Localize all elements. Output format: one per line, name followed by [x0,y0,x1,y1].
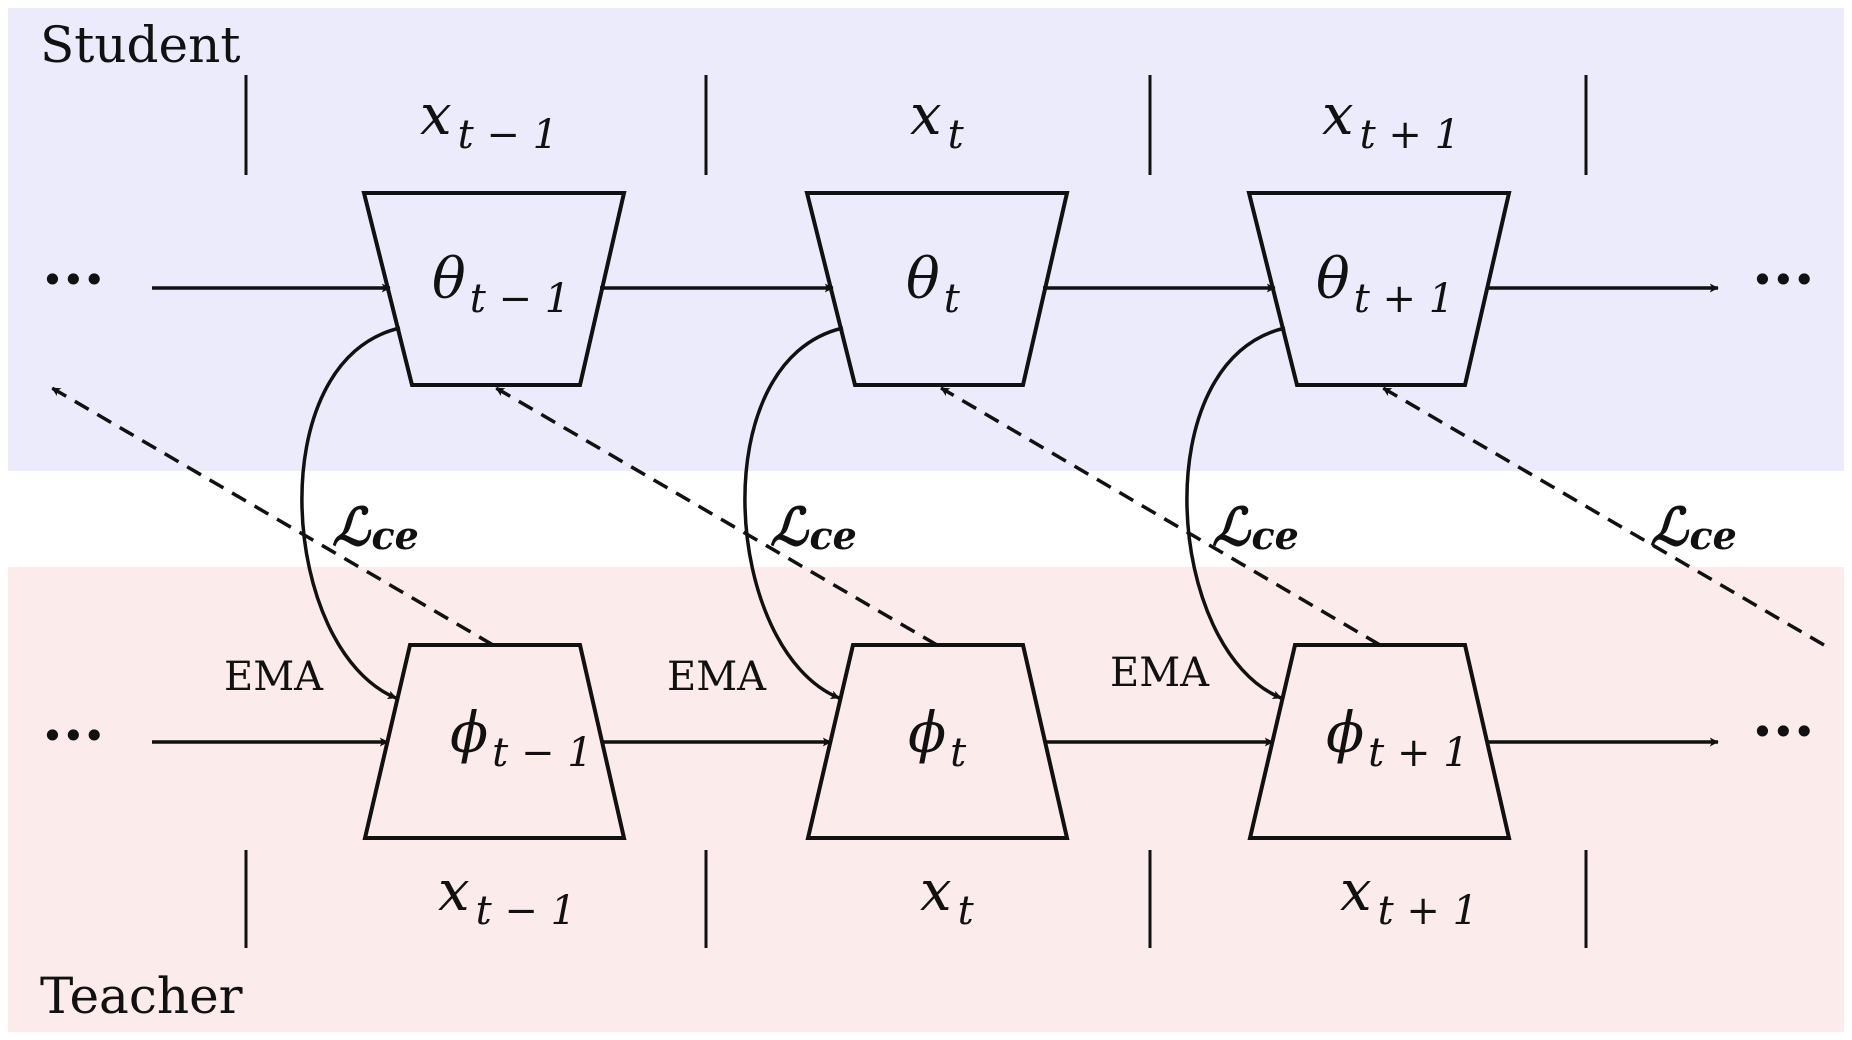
student-model-box [804,191,1070,387]
ema-label: EMA [224,654,324,700]
student-model-box [361,191,627,387]
teacher-ellipsis-right: ··· [1752,697,1815,767]
student-band [8,8,1844,471]
loss-arrow [495,386,938,647]
ema-arrow [1185,326,1286,700]
loss-label: ℒce [332,497,419,558]
teacher-ellipsis-left: ··· [42,701,105,771]
ema-arrow [743,326,844,700]
student-ellipsis-right: ··· [1752,245,1815,315]
loss-label: ℒce [1212,497,1299,558]
loss-arrow [940,386,1381,647]
ema-label: EMA [1110,650,1210,696]
student-ellipsis-left: ··· [42,245,105,315]
teacher-model-box [362,643,627,840]
student-band-label: Student [40,16,240,74]
loss-arrow [51,386,494,647]
teacher-band-label: Teacher [40,967,243,1025]
loss-label: ℒce [1650,497,1737,558]
loss-label: ℒce [770,497,857,558]
teacher-model-box [805,643,1070,840]
loss-arrow [1382,386,1825,647]
student-model-box [1246,191,1512,387]
ema-label: EMA [667,654,767,700]
teacher-model-box [1247,643,1512,840]
ema-arrow [300,326,401,700]
